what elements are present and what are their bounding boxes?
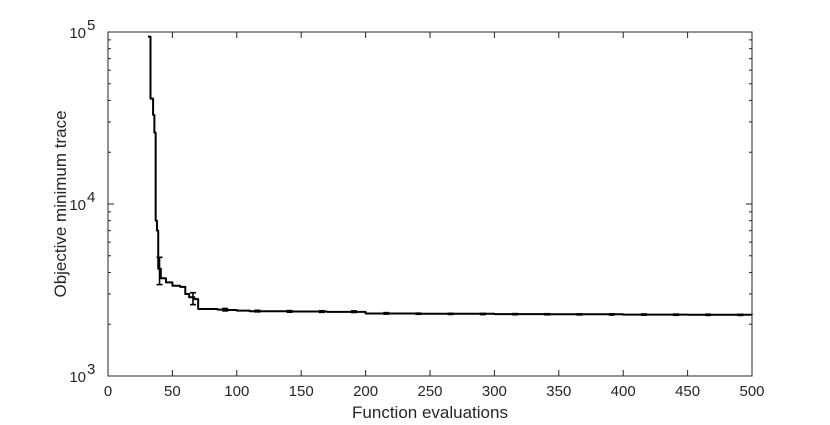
error-bar xyxy=(318,309,325,314)
x-tick-label: 250 xyxy=(417,383,442,400)
y-tick-label: 10 xyxy=(69,369,86,386)
x-axis-ticks: 0 50 100 150 200 250 300 350 400 450 500 xyxy=(104,32,765,400)
error-bar xyxy=(640,313,647,316)
error-bar xyxy=(383,311,390,315)
plot-frame xyxy=(107,31,753,377)
error-bar xyxy=(705,313,712,317)
error-bar xyxy=(673,313,680,317)
error-bar xyxy=(576,312,583,316)
error-bar xyxy=(254,309,261,313)
x-tick-label: 200 xyxy=(353,383,378,400)
error-bar xyxy=(351,310,358,314)
error-bar xyxy=(447,312,454,316)
error-bars xyxy=(156,256,744,317)
series-line xyxy=(147,35,753,316)
x-tick-label: 400 xyxy=(611,383,636,400)
error-bar xyxy=(156,256,163,286)
error-bar xyxy=(222,307,229,312)
x-tick-label: 350 xyxy=(546,383,571,400)
y-tick-label-exponent: 4 xyxy=(87,189,95,206)
error-bar xyxy=(286,309,293,313)
x-tick-label: 300 xyxy=(482,383,507,400)
x-axis-label: Function evaluations xyxy=(352,403,508,422)
error-bar xyxy=(608,313,615,316)
y-axis-label: Objective minimum trace xyxy=(51,110,70,297)
x-tick-label: 450 xyxy=(675,383,700,400)
x-tick-label: 50 xyxy=(164,383,181,400)
y-tick-label-exponent: 3 xyxy=(87,361,95,378)
series-layer xyxy=(147,35,753,316)
x-tick-label: 0 xyxy=(104,383,112,400)
error-bar xyxy=(544,312,551,316)
error-bar xyxy=(190,291,197,306)
y-tick-label: 10 xyxy=(69,197,86,214)
y-tick-label: 10 xyxy=(69,25,86,42)
error-bar xyxy=(479,312,486,316)
plot-area xyxy=(108,32,752,376)
error-bar xyxy=(415,312,422,316)
error-bar xyxy=(737,313,744,317)
y-tick-label-exponent: 5 xyxy=(87,17,95,34)
error-bar xyxy=(512,312,519,316)
x-tick-label: 150 xyxy=(289,383,314,400)
x-tick-label: 500 xyxy=(739,383,764,400)
x-tick-label: 100 xyxy=(224,383,249,400)
